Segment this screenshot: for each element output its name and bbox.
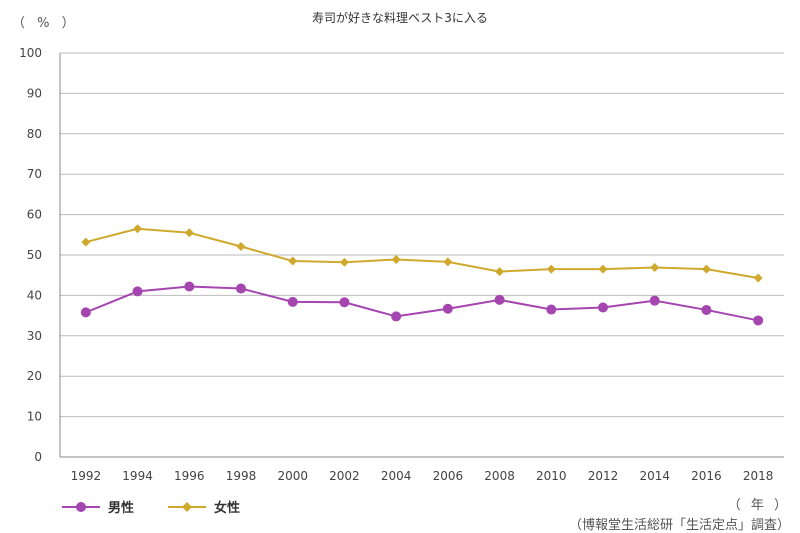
data-point-male — [598, 302, 608, 313]
data-point-male — [339, 297, 350, 308]
y-tick-label: 100 — [19, 46, 42, 60]
y-axis-unit: （ % ） — [12, 16, 79, 31]
y-tick-label: 70 — [27, 167, 42, 181]
y-tick-label: 90 — [27, 86, 42, 100]
data-point-female — [546, 264, 556, 274]
x-tick-label: 1996 — [174, 469, 205, 483]
data-point-female — [701, 264, 711, 274]
data-point-male — [236, 283, 246, 294]
data-point-female — [288, 256, 298, 266]
data-point-male — [546, 304, 557, 315]
legend: 男性 女性 — [62, 497, 240, 516]
legend-label-female: 女性 — [214, 501, 241, 516]
data-point-female — [443, 257, 453, 267]
data-point-male — [287, 296, 298, 307]
data-point-female — [133, 224, 143, 234]
chart-title: 寿司が好きな料理ベスト3に入る — [312, 11, 488, 25]
data-point-female — [81, 237, 91, 247]
series-line-male — [85, 285, 759, 322]
data-point-male — [442, 303, 453, 314]
x-tick-label: 1992 — [71, 469, 102, 483]
x-tick-label: 2006 — [433, 469, 464, 483]
data-point-male — [80, 307, 91, 318]
data-point-male — [649, 295, 660, 306]
legend-item-female: 女性 — [168, 497, 240, 516]
y-tick-label: 10 — [27, 410, 42, 424]
data-point-female — [495, 267, 505, 277]
data-point-male — [132, 286, 143, 297]
data-point-male — [701, 304, 712, 315]
legend-label-male: 男性 — [108, 501, 135, 516]
x-tick-label: 2000 — [277, 469, 308, 483]
x-tick-label: 2012 — [588, 469, 619, 483]
x-tick-label: 2008 — [484, 469, 515, 483]
data-point-female — [339, 257, 349, 267]
y-tick-label: 40 — [27, 288, 42, 302]
y-tick-label: 0 — [34, 450, 42, 464]
y-tick-label: 60 — [27, 208, 42, 222]
data-point-female — [650, 263, 660, 273]
legend-item-male: 男性 — [62, 497, 134, 516]
x-tick-label: 2018 — [743, 469, 774, 483]
data-point-female — [184, 228, 194, 238]
x-tick-label: 2010 — [536, 469, 567, 483]
x-tick-label: 2016 — [691, 469, 722, 483]
data-point-male — [494, 294, 505, 305]
y-tick-label: 50 — [27, 248, 42, 262]
y-tick-label: 20 — [27, 369, 42, 383]
data-point-female — [598, 264, 608, 274]
data-point-male — [753, 315, 764, 326]
x-tick-label: 2014 — [639, 469, 670, 483]
data-point-male — [184, 281, 195, 292]
data-point-female — [391, 254, 401, 264]
x-tick-label: 1994 — [122, 469, 153, 483]
data-point-female — [753, 273, 763, 283]
y-tick-label: 80 — [27, 127, 42, 141]
series-line-female — [85, 227, 759, 280]
y-tick-label: 30 — [27, 329, 42, 343]
data-point-male — [391, 311, 402, 322]
x-tick-label: 2002 — [329, 469, 360, 483]
legend-marker-female — [168, 501, 207, 512]
x-tick-label: 2004 — [381, 469, 412, 483]
legend-marker-male — [62, 501, 100, 512]
data-point-female — [236, 242, 246, 252]
x-axis-unit: （ 年 ） — [727, 498, 790, 513]
x-tick-label: 1998 — [226, 469, 257, 483]
source-note: （博報堂生活総研「生活定点」調査） — [568, 518, 790, 533]
